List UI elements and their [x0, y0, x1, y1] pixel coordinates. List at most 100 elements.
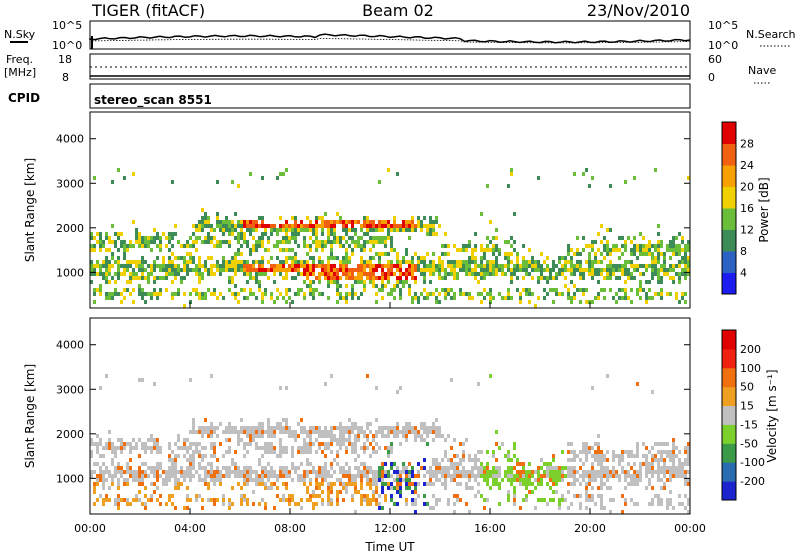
heatmap-cell [450, 268, 453, 272]
heatmap-cell [294, 232, 297, 236]
heatmap-cell [666, 248, 669, 252]
heatmap-cell [537, 268, 540, 272]
heatmap-cell [648, 470, 651, 474]
heatmap-cell [321, 430, 324, 434]
heatmap-cell [570, 264, 573, 268]
heatmap-cell [237, 260, 240, 264]
heatmap-cell [264, 232, 267, 236]
heatmap-cell [378, 474, 381, 478]
nave-label: Nave [748, 64, 776, 77]
heatmap-cell [309, 236, 312, 240]
heatmap-cell [96, 442, 99, 446]
heatmap-cell [294, 438, 297, 442]
heatmap-cell [279, 272, 282, 276]
heatmap-cell [354, 280, 357, 284]
heatmap-cell [435, 434, 438, 438]
heatmap-cell [306, 446, 309, 450]
heatmap-cell [474, 272, 477, 276]
heatmap-cell [435, 220, 438, 224]
heatmap-cell [273, 446, 276, 450]
heatmap-cell [453, 296, 456, 300]
heatmap-cell [324, 454, 327, 458]
heatmap-cell [126, 498, 129, 502]
heatmap-cell [333, 264, 336, 268]
heatmap-cell [249, 172, 252, 176]
heatmap-cell [588, 184, 591, 188]
heatmap-cell [468, 292, 471, 296]
heatmap-cell [207, 216, 210, 220]
heatmap-cell [402, 426, 405, 430]
heatmap-cell [399, 224, 402, 228]
heatmap-cell [420, 220, 423, 224]
heatmap-cell [600, 454, 603, 458]
heatmap-cell [432, 232, 435, 236]
heatmap-cell [222, 240, 225, 244]
heatmap-cell [147, 244, 150, 248]
heatmap-cell [132, 272, 135, 276]
heatmap-cell [198, 454, 201, 458]
heatmap-cell [549, 486, 552, 490]
heatmap-cell [666, 506, 669, 510]
colorbar-tick-label: -50 [740, 437, 758, 450]
heatmap-cell [207, 430, 210, 434]
heatmap-cell [684, 446, 687, 450]
heatmap-cell [378, 426, 381, 430]
heatmap-cell [606, 458, 609, 462]
heatmap-cell [342, 236, 345, 240]
heatmap-cell [303, 426, 306, 430]
heatmap-cell [606, 272, 609, 276]
heatmap-cell [288, 268, 291, 272]
heatmap-cell [198, 224, 201, 228]
heatmap-cell [366, 216, 369, 220]
heatmap-cell [252, 292, 255, 296]
heatmap-cell [528, 474, 531, 478]
colorbar-tick-label: 4 [740, 267, 747, 280]
heatmap-cell [636, 502, 639, 506]
heatmap-cell [102, 244, 105, 248]
heatmap-cell [387, 260, 390, 264]
heatmap-cell [390, 224, 393, 228]
heatmap-cell [330, 482, 333, 486]
heatmap-cell [216, 180, 219, 184]
heatmap-cell [486, 498, 489, 502]
heatmap-cell [390, 264, 393, 268]
heatmap-cell [153, 482, 156, 486]
heatmap-cell [282, 236, 285, 240]
heatmap-cell [210, 466, 213, 470]
heatmap-cell [582, 450, 585, 454]
heatmap-cell [345, 426, 348, 430]
heatmap-cell [435, 426, 438, 430]
heatmap-cell [579, 494, 582, 498]
heatmap-cell [297, 228, 300, 232]
heatmap-cell [324, 276, 327, 280]
heatmap-cell [321, 244, 324, 248]
heatmap-cell [354, 240, 357, 244]
heatmap-cell [678, 300, 681, 304]
heatmap-cell [630, 240, 633, 244]
heatmap-cell [579, 450, 582, 454]
heatmap-cell [657, 276, 660, 280]
heatmap-cell [471, 248, 474, 252]
heatmap-cell [414, 430, 417, 434]
heatmap-cell [339, 426, 342, 430]
heatmap-cell [273, 482, 276, 486]
heatmap-cell [186, 494, 189, 498]
heatmap-cell [414, 502, 417, 506]
heatmap-cell [411, 296, 414, 300]
heatmap-cell [369, 220, 372, 224]
heatmap-cell [567, 296, 570, 300]
heatmap-cell [108, 280, 111, 284]
heatmap-cell [204, 418, 207, 422]
heatmap-cell [591, 276, 594, 280]
heatmap-cell [288, 498, 291, 502]
beam-title: Beam 02 [362, 1, 434, 20]
heatmap-cell [507, 478, 510, 482]
heatmap-cell [174, 458, 177, 462]
heatmap-cell [510, 280, 513, 284]
heatmap-cell [672, 280, 675, 284]
heatmap-cell [150, 236, 153, 240]
heatmap-cell [600, 486, 603, 490]
heatmap-cell [192, 256, 195, 260]
heatmap-cell [414, 276, 417, 280]
heatmap-cell [423, 466, 426, 470]
